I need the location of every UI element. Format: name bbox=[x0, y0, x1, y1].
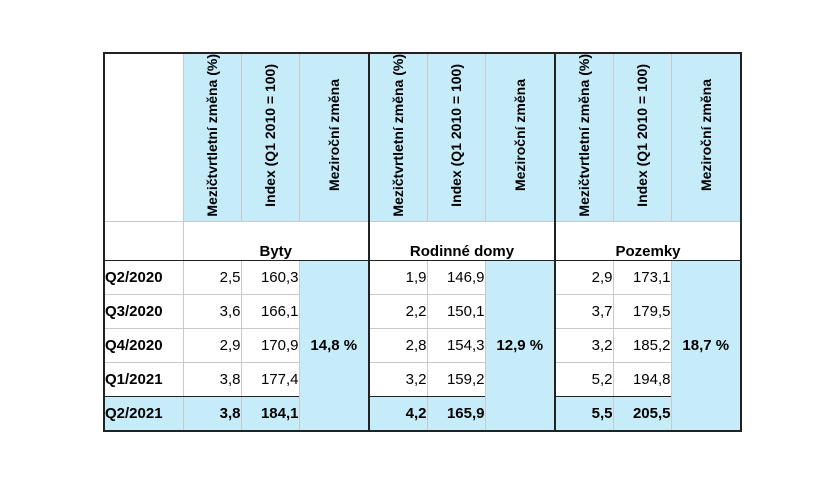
header-corner-cell bbox=[103, 51, 184, 222]
value-cell: 150,1 bbox=[426, 293, 486, 329]
value-cell: 166,1 bbox=[240, 293, 300, 329]
value-cell: 179,5 bbox=[612, 293, 672, 329]
value-cell: 159,2 bbox=[426, 361, 486, 397]
period-cell: Q1/2021 bbox=[103, 361, 184, 397]
value-cell: 5,5 bbox=[554, 395, 614, 432]
value-cell: 3,7 bbox=[554, 293, 614, 329]
period-cell: Q4/2020 bbox=[103, 327, 184, 363]
header-domy-qoq: Mezičtvrtletní změna (%) bbox=[368, 51, 428, 222]
value-cell: 5,2 bbox=[554, 361, 614, 397]
header-byty-qoq: Mezičtvrtletní změna (%) bbox=[182, 51, 242, 222]
value-cell: 3,2 bbox=[368, 361, 428, 397]
period-cell: Q2/2020 bbox=[103, 259, 184, 295]
header-row: Mezičtvrtletní změna (%) Index (Q1 2010 … bbox=[103, 51, 742, 222]
value-cell: 3,2 bbox=[554, 327, 614, 363]
header-domy-index: Index (Q1 2010 = 100) bbox=[426, 51, 486, 222]
price-index-table: Mezičtvrtletní změna (%) Index (Q1 2010 … bbox=[103, 51, 742, 432]
value-cell: 160,3 bbox=[240, 259, 300, 295]
value-cell: 154,3 bbox=[426, 327, 486, 363]
period-cell: Q3/2020 bbox=[103, 293, 184, 329]
group-corner-cell bbox=[103, 220, 184, 261]
header-pozemky-index: Index (Q1 2010 = 100) bbox=[612, 51, 672, 222]
table-row-latest: Q2/2021 3,8 184,1 4,2 165,9 5,5 205,5 bbox=[103, 395, 741, 432]
value-cell: 185,2 bbox=[612, 327, 672, 363]
value-cell: 4,2 bbox=[368, 395, 428, 432]
value-cell: 3,8 bbox=[182, 395, 242, 432]
group-label-byty: Byty bbox=[182, 220, 370, 261]
group-label-pozemky: Pozemky bbox=[554, 220, 742, 261]
value-cell: 170,9 bbox=[240, 327, 300, 363]
group-row: Byty Rodinné domy Pozemky bbox=[103, 220, 742, 261]
header-domy-yoy: Meziroční změna bbox=[484, 51, 556, 222]
header-pozemky-yoy: Meziroční změna bbox=[670, 51, 742, 222]
value-cell: 205,5 bbox=[612, 395, 672, 432]
value-cell: 177,4 bbox=[240, 361, 300, 397]
value-cell: 3,8 bbox=[182, 361, 242, 397]
value-cell: 2,9 bbox=[554, 259, 614, 295]
header-byty-yoy: Meziroční změna bbox=[298, 51, 370, 222]
value-cell: 1,9 bbox=[368, 259, 428, 295]
table-row: Q1/2021 3,8 177,4 3,2 159,2 5,2 194,8 bbox=[103, 361, 741, 397]
value-cell: 2,5 bbox=[182, 259, 242, 295]
group-label-domy: Rodinné domy bbox=[368, 220, 556, 261]
value-cell: 165,9 bbox=[426, 395, 486, 432]
yoy-byty: 14,8 % bbox=[298, 259, 370, 432]
yoy-pozemky: 18,7 % bbox=[670, 259, 742, 432]
value-cell: 184,1 bbox=[240, 395, 300, 432]
yoy-domy: 12,9 % bbox=[484, 259, 556, 432]
value-cell: 194,8 bbox=[612, 361, 672, 397]
header-byty-index: Index (Q1 2010 = 100) bbox=[240, 51, 300, 222]
table-row: Q3/2020 3,6 166,1 2,2 150,1 3,7 179,5 bbox=[103, 293, 741, 329]
table-row: Q2/2020 2,5 160,3 14,8 % 1,9 146,9 12,9 … bbox=[103, 259, 742, 432]
table-row: Q4/2020 2,9 170,9 2,8 154,3 3,2 185,2 bbox=[103, 327, 741, 363]
period-cell: Q2/2021 bbox=[103, 395, 184, 432]
value-cell: 2,9 bbox=[182, 327, 242, 363]
value-cell: 2,2 bbox=[368, 293, 428, 329]
value-cell: 3,6 bbox=[182, 293, 242, 329]
value-cell: 2,8 bbox=[368, 327, 428, 363]
value-cell: 173,1 bbox=[612, 259, 672, 295]
header-pozemky-qoq: Mezičtvrtletní změna (%) bbox=[554, 51, 614, 222]
value-cell: 146,9 bbox=[426, 259, 486, 295]
